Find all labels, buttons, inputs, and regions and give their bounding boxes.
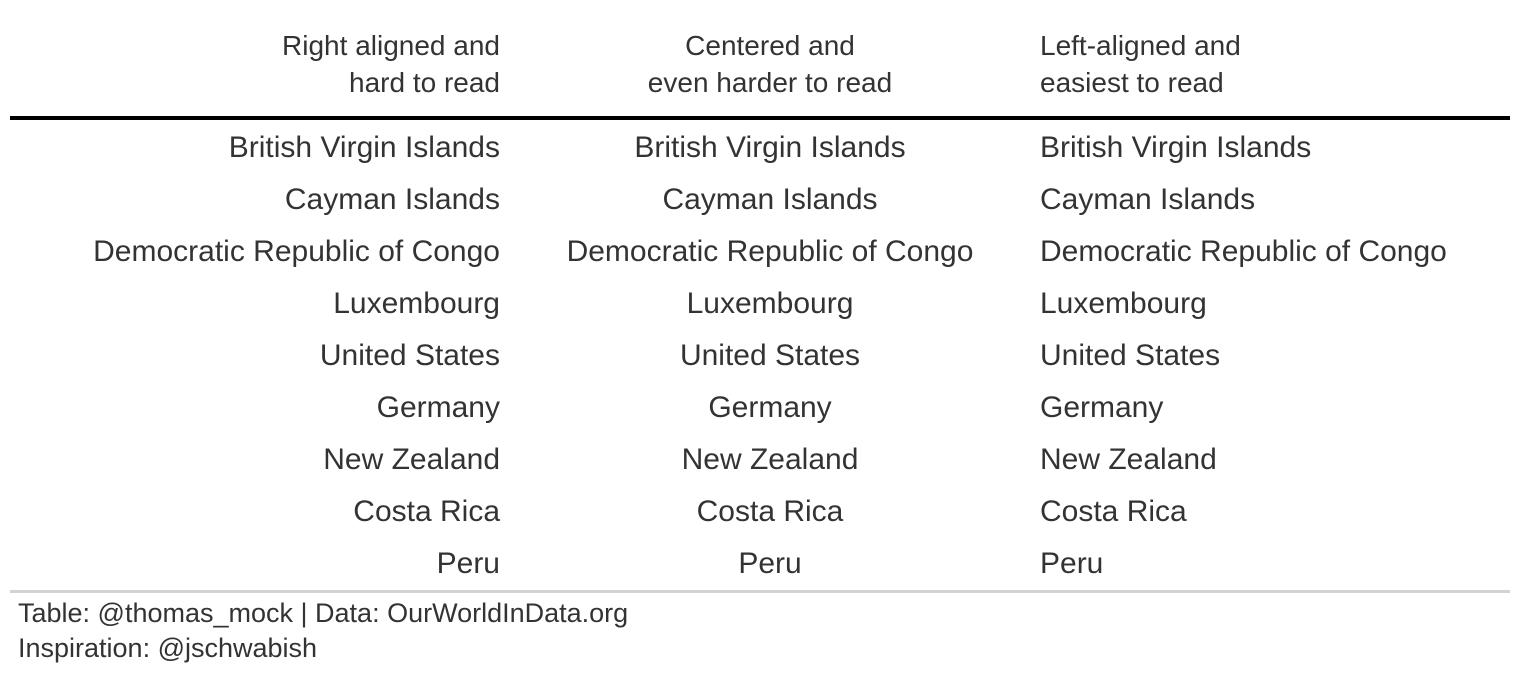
table-cell-centered: Costa Rica (696, 495, 844, 528)
table-cell-left-aligned: Cayman Islands (1040, 183, 1256, 216)
table-cell-right-aligned: New Zealand (323, 443, 500, 476)
table-cell-centered: Luxembourg (686, 287, 854, 320)
table-header: Right aligned and hard to read Centered … (10, 0, 1510, 120)
table-row: Cayman Islands Cayman Islands Cayman Islan… (10, 174, 1510, 226)
table-cell-centered: Germany (708, 391, 832, 424)
table-cell-left-aligned: United States (1040, 339, 1221, 372)
column-header-right-aligned: Right aligned and hard to read (10, 0, 520, 120)
alignment-comparison-table: Right aligned and hard to read Centered … (10, 0, 1510, 593)
table-cell-left-aligned: Germany (1040, 391, 1164, 424)
table-row: Costa Rica Costa Rica Costa Rica (10, 486, 1510, 538)
table-cell-right-aligned: United States (319, 339, 500, 372)
table-row: New Zealand New Zealand New Zealand (10, 434, 1510, 486)
source-note: Table: @thomas_mock | Data: OurWorldInDa… (18, 596, 628, 666)
comparison-table-container: Right aligned and hard to read Centered … (10, 0, 1510, 593)
column-header-line: easiest to read (1040, 67, 1224, 98)
column-header-centered: Centered and even harder to read (520, 0, 1020, 120)
table-cell-left-aligned: Costa Rica (1040, 495, 1187, 528)
table-cell-left-aligned: Democratic Republic of Congo (1040, 235, 1447, 268)
column-header-left-aligned: Left-aligned and easiest to read (1020, 0, 1510, 120)
table-cell-left-aligned: New Zealand (1040, 443, 1217, 476)
table-cell-left-aligned: British Virgin Islands (1040, 131, 1312, 164)
table-cell-left-aligned: Luxembourg (1040, 287, 1207, 320)
source-note-line: Inspiration: @jschwabish (18, 633, 318, 663)
source-note-line: Table: @thomas_mock | Data: OurWorldInDa… (18, 598, 629, 628)
table-cell-right-aligned: Germany (376, 391, 500, 424)
table-cell-right-aligned: Peru (10, 538, 520, 593)
column-header-line: hard to read (349, 67, 500, 98)
table-cell-centered: Democratic Republic of Congo (566, 235, 974, 268)
table-row: Peru Peru Peru (10, 538, 1510, 593)
table-cell-right-aligned: Costa Rica (353, 495, 500, 528)
header-row: Right aligned and hard to read Centered … (10, 0, 1510, 120)
table-cell-centered: British Virgin Islands (634, 131, 906, 164)
column-header-line: Left-aligned and (1040, 30, 1241, 61)
table-cell-right-aligned: Cayman Islands (284, 183, 500, 216)
table-cell-centered: Cayman Islands (662, 183, 878, 216)
table-row: Democratic Republic of Congo Democratic R… (10, 226, 1510, 278)
table-cell-right-aligned: Democratic Republic of Congo (93, 235, 500, 268)
table-cell-right-aligned: Luxembourg (333, 287, 500, 320)
table-row: United States United States United States (10, 330, 1510, 382)
column-header-line: Centered and (685, 30, 855, 61)
column-header-line: even harder to read (647, 67, 893, 98)
table-row: Germany Germany Germany (10, 382, 1510, 434)
table-cell-centered: New Zealand (681, 443, 859, 476)
table-row: Luxembourg Luxembourg Luxembourg (10, 278, 1510, 330)
table-body: British Virgin Islands British Virgin Isl… (10, 118, 1510, 593)
table-cell-left-aligned: Peru (1020, 538, 1510, 593)
table-cell-centered: Peru (520, 538, 1020, 593)
table-cell-centered: United States (679, 339, 861, 372)
table-cell-right-aligned: British Virgin Islands (228, 131, 500, 164)
table-row: British Virgin Islands British Virgin Isl… (10, 118, 1510, 174)
column-header-line: Right aligned and (282, 30, 500, 61)
